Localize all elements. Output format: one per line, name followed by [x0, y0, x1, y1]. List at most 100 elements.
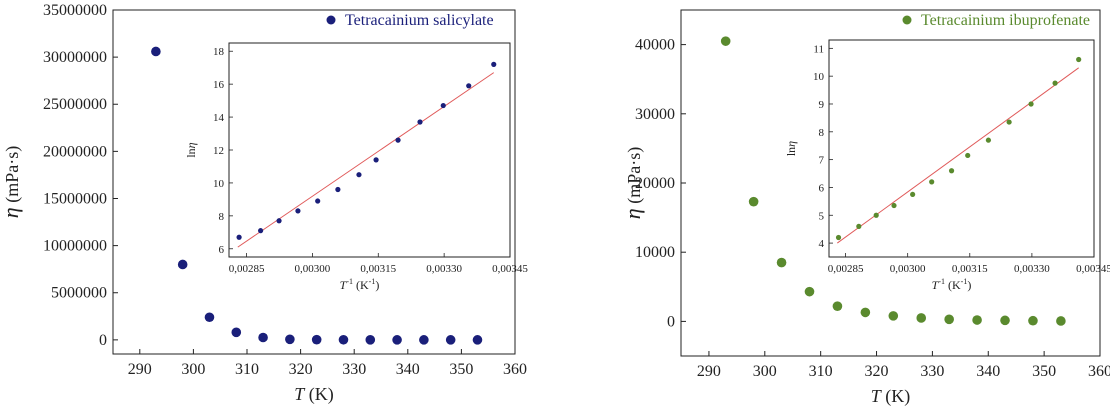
x-tick-label: 340 — [396, 361, 420, 378]
inset-y-tick-label: 4 — [819, 238, 825, 250]
inset-data-point — [910, 191, 916, 198]
inset-y-tick-label: 5 — [819, 210, 825, 222]
y-tick-label: 35000000 — [43, 2, 107, 19]
inset-data-point — [985, 137, 992, 143]
inset-data-point — [835, 234, 842, 241]
inset-y-tick-label: 7 — [819, 155, 825, 167]
inset-x-symbol: T — [340, 278, 348, 292]
data-point — [776, 257, 787, 268]
inset-y-tick-label: 6 — [219, 244, 225, 256]
y-axis-unit: (mPa·s) — [624, 147, 645, 209]
inset-frame — [828, 39, 1095, 258]
inset-y-symbol: η — [784, 141, 798, 147]
inset-data-point — [315, 198, 321, 204]
y-tick-label: 20000 — [635, 175, 675, 192]
legend-label: Tetracainium ibuprofenate — [921, 12, 1090, 29]
plot-frame — [112, 9, 516, 355]
inset-x-tick-label: 0,00285 — [828, 263, 864, 275]
inset-x-axis-label: T-1 (K-1) — [932, 277, 972, 292]
data-point — [720, 36, 731, 46]
inset-x-unit-close: ) — [967, 278, 971, 292]
inset-data-point — [891, 202, 897, 209]
inset-data-point — [335, 186, 341, 193]
x-tick-label: 360 — [503, 361, 527, 378]
data-point — [1056, 316, 1066, 326]
y-tick-label: 10000 — [635, 244, 675, 261]
inset-data-point — [440, 102, 446, 109]
inset-y-symbol: η — [184, 142, 198, 148]
data-point — [231, 327, 242, 338]
data-point — [151, 46, 161, 57]
inset-x-unit-close: ) — [375, 278, 379, 292]
inset-y-ln: ln — [184, 148, 198, 157]
x-tick-label: 350 — [449, 361, 473, 378]
data-point — [338, 334, 349, 345]
y-tick-label: 20000000 — [43, 143, 107, 160]
data-point — [258, 332, 268, 343]
y-tick-label: 30000000 — [43, 49, 107, 66]
inset-data-point — [373, 157, 379, 163]
inset-y-axis-label: lnη — [184, 142, 198, 157]
x-axis-label: T (K) — [871, 386, 911, 407]
inset-data-point — [276, 218, 282, 224]
inset-data-point — [1006, 119, 1012, 125]
y-tick-label: 40000 — [635, 37, 675, 54]
data-point — [944, 314, 954, 325]
legend-marker — [902, 15, 912, 25]
x-axis-label: T (K) — [294, 384, 334, 405]
inset-data-point — [873, 212, 879, 218]
x-axis-unit: (K) — [304, 384, 334, 405]
inset-data-point — [948, 168, 955, 174]
x-tick-label: 310 — [809, 363, 833, 380]
data-point — [1028, 315, 1038, 326]
inset-x-tick-label: 0,00345 — [1076, 263, 1110, 275]
x-tick-label: 320 — [289, 361, 313, 378]
inset-x-tick-label: 0,00285 — [229, 263, 265, 275]
inset-data-point — [1028, 101, 1034, 107]
inset-y-tick-label: 9 — [819, 99, 825, 111]
inset-chart: 0,00285 0,00300 0,00315 0,00330 0,00345 6 8 10 1… — [184, 42, 528, 292]
data-point — [177, 259, 188, 270]
x-tick-label: 360 — [1088, 363, 1110, 380]
x-tick-label: 290 — [128, 361, 152, 378]
data-point — [748, 196, 759, 207]
inset-data-point — [466, 83, 472, 89]
inset-data-point — [929, 179, 935, 185]
inset-x-symbol: T — [932, 278, 940, 292]
inset-x-sup: -1 — [346, 277, 353, 286]
inset-x-tick-label: 0,00315 — [360, 263, 396, 275]
y-tick-label: 15000000 — [43, 190, 107, 207]
x-tick-label: 320 — [865, 363, 889, 380]
y-axis-label: η (mPa·s) — [620, 147, 645, 219]
x-tick-label: 300 — [181, 361, 205, 378]
inset-x-unit: (K — [945, 278, 961, 292]
inset-y-tick-label: 18 — [213, 46, 225, 58]
inset-data-point — [356, 172, 362, 178]
y-tick-label: 25000000 — [43, 96, 107, 113]
inset-data-point — [258, 228, 264, 234]
y-tick-label: 0 — [99, 332, 107, 349]
inset-x-tick-label: 0,00300 — [890, 263, 926, 275]
inset-data-point — [965, 152, 971, 159]
inset-x-unit-sup: -1 — [961, 277, 968, 286]
legend-marker — [326, 15, 336, 25]
data-point — [419, 335, 429, 345]
inset-data-point — [236, 234, 242, 240]
data-point — [365, 335, 376, 345]
y-tick-label: 5000000 — [51, 285, 107, 302]
inset-x-tick-label: 0,00315 — [952, 263, 988, 275]
chart-1: 290 300 310 320 330 340 350 360 0 5000000 10000000… — [0, 2, 528, 405]
x-axis-unit: (K) — [881, 386, 911, 407]
inset-data-point — [1052, 80, 1058, 86]
inset-x-axis-label: T-1 (K-1) — [340, 277, 380, 292]
inset-y-tick-label: 8 — [219, 211, 225, 223]
inset-y-tick-label: 10 — [213, 178, 225, 190]
inset-x-tick-label: 0,00345 — [492, 263, 528, 275]
y-tick-label: 10000000 — [43, 238, 107, 255]
inset-data-point — [1076, 56, 1082, 63]
chart-2: 290 300 310 320 330 340 350 360 0 10000 20000 30000… — [620, 9, 1110, 407]
inset-y-axis-label: lnη — [784, 141, 798, 156]
inset-x-unit: (K — [353, 278, 369, 292]
